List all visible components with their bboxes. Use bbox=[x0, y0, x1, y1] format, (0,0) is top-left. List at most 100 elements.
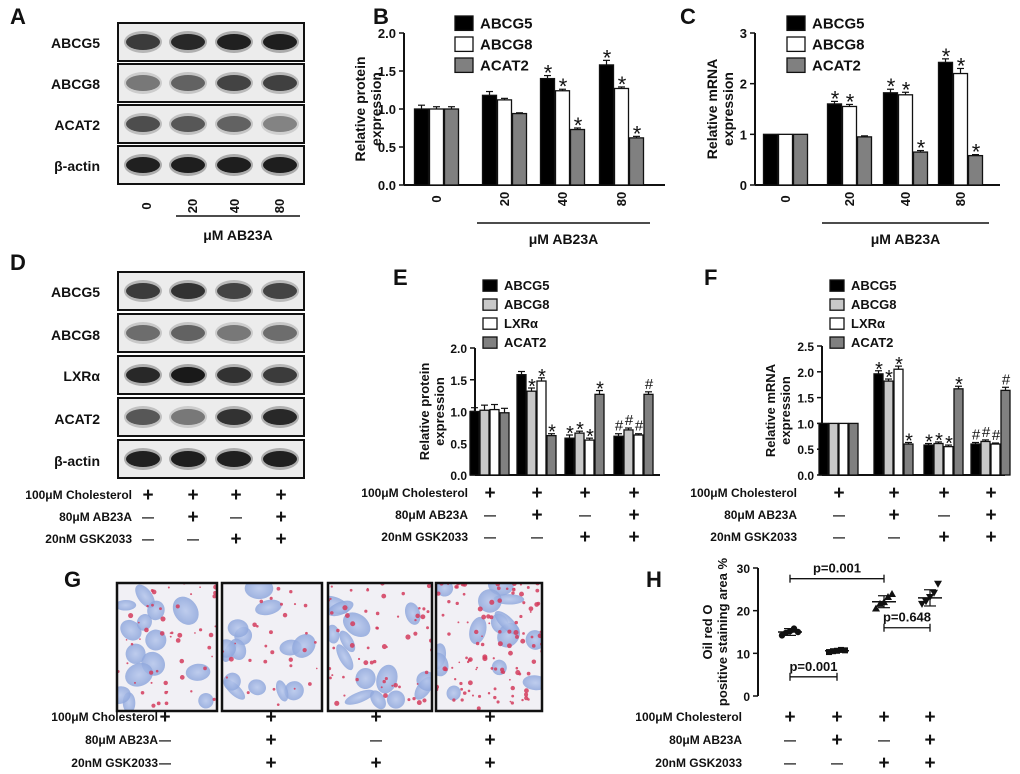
chart-c-bar-2-0 bbox=[792, 133, 809, 186]
blot-a-band-3-1 bbox=[171, 157, 205, 173]
chart-e-treat-mark-2-1: — bbox=[531, 530, 543, 544]
chart-e-sig-1-1: * bbox=[528, 376, 536, 398]
chart-e-legend-label-3: ACAT2 bbox=[504, 335, 546, 350]
micrograph-lipid-2-33 bbox=[331, 674, 334, 677]
micrograph-lipid-1-20 bbox=[225, 676, 229, 679]
blot-d-band-halo-1-2 bbox=[215, 322, 253, 344]
micrograph-lipid-1-23 bbox=[308, 682, 312, 686]
treat-d-mark-1-2: — bbox=[230, 510, 242, 524]
micrograph-lipid-2-23 bbox=[366, 646, 370, 650]
chart-e-treat-mark-2-0: — bbox=[484, 530, 496, 544]
micrograph-lipid-0-17 bbox=[203, 666, 207, 671]
chart-e-sig-2-2: * bbox=[586, 426, 594, 448]
chart-f-bar-1-1 bbox=[883, 380, 894, 476]
micrograph-lipid-3-10 bbox=[497, 598, 502, 603]
blot-d-band-3-3 bbox=[263, 409, 297, 425]
chart-b-sig-1-3: * bbox=[618, 72, 627, 97]
treat-d-mark-0-2: + bbox=[230, 485, 241, 506]
micrograph-lipid-2-19 bbox=[342, 675, 345, 679]
treat-g-mark-2-2: + bbox=[370, 753, 381, 774]
micrograph-lipid-2-6 bbox=[414, 618, 417, 622]
micrograph-nucleus-2-10 bbox=[370, 690, 386, 710]
chart-f-bar-0-3 bbox=[970, 443, 981, 476]
chart-b-bar-0-0 bbox=[413, 108, 430, 186]
treat-d-mark-0-1: + bbox=[187, 485, 198, 506]
chart-f-treat-mark-2-1: — bbox=[888, 530, 900, 544]
micrograph-lipid-2-8 bbox=[383, 693, 388, 698]
chart-f-ytick-label-1: 0.5 bbox=[797, 443, 814, 457]
chart-e-treat-mark-0-3: + bbox=[628, 483, 639, 504]
chart-c-sig-0-1: * bbox=[831, 86, 840, 111]
micrograph-lipid-2-10 bbox=[375, 611, 380, 616]
blot-d-band-2-1 bbox=[171, 367, 205, 383]
treat-d-mark-2-2: + bbox=[230, 529, 241, 550]
micrograph-lipid-0-11 bbox=[146, 604, 149, 608]
blot-a-lane-80: 80 bbox=[272, 199, 287, 213]
chart-e-sig-1-3: # bbox=[625, 412, 634, 429]
micrograph-lipid-1-16 bbox=[234, 642, 237, 645]
micrograph-lipid-3-32 bbox=[522, 601, 526, 605]
micrograph-lipid-3-22 bbox=[487, 691, 491, 695]
blot-d-label-abcg8: ABCG8 bbox=[51, 327, 100, 343]
micrograph-lipid-2-36 bbox=[381, 643, 388, 650]
chart-h-ytick-label-2: 20 bbox=[737, 605, 751, 619]
chart-b-bar-2-1 bbox=[511, 112, 528, 186]
chart-f-sig-2-1: * bbox=[895, 354, 903, 376]
micrograph-lipid-0-6 bbox=[133, 681, 136, 684]
micrograph-lipid-3-68 bbox=[507, 643, 512, 649]
chart-b-ylabel-line2: expression bbox=[368, 72, 384, 146]
chart-f-ytick-label-4: 2.0 bbox=[797, 366, 814, 380]
micrograph-nucleus-3-4 bbox=[446, 685, 461, 701]
treat-g-mark-2-1: + bbox=[265, 753, 276, 774]
chart-e-bar-1-0 bbox=[479, 409, 490, 476]
blot-d-band-halo-3-1 bbox=[169, 406, 207, 428]
chart-h-treat-mark-0-1: + bbox=[831, 707, 842, 728]
micrograph-lipid-1-7 bbox=[263, 659, 268, 664]
micrograph-lipid-3-96 bbox=[500, 667, 505, 672]
micrograph-lipid-3-7 bbox=[467, 680, 473, 686]
treat-d-row-label-1: 80μM AB23A bbox=[59, 510, 132, 524]
chart-e-bar-3-0 bbox=[499, 412, 510, 476]
micrograph-lipid-2-45 bbox=[422, 607, 426, 611]
chart-e-ytick-label-0: 0.0 bbox=[450, 469, 467, 483]
micrograph-lipid-2-16 bbox=[415, 613, 420, 619]
micrograph-lipid-3-93 bbox=[490, 666, 494, 670]
micrograph-lipid-2-48 bbox=[413, 631, 418, 636]
chart-f-sig-3-3: # bbox=[1002, 371, 1011, 388]
chart-f-legend-label-1: ABCG8 bbox=[851, 297, 897, 312]
chart-h-point-2-0 bbox=[872, 604, 880, 612]
micrograph-lipid-3-65 bbox=[459, 681, 463, 686]
blot-d-band-0-3 bbox=[263, 283, 297, 299]
chart-e-treat-mark-1-3: + bbox=[628, 505, 639, 526]
chart-b-ylabel-line1: Relative protein bbox=[352, 56, 368, 161]
chart-e-legend-swatch-2 bbox=[482, 317, 498, 330]
blot-a-band-3-3 bbox=[263, 157, 297, 173]
micrograph-lipid-2-13 bbox=[332, 646, 336, 650]
panel-letter-a: A bbox=[10, 4, 26, 29]
chart-b-xtick-label-0: 0 bbox=[429, 195, 444, 202]
chart-e-legend-swatch-1 bbox=[482, 298, 498, 311]
micrograph-lipid-3-46 bbox=[466, 621, 469, 624]
chart-f-legend-swatch-0 bbox=[829, 279, 845, 292]
micrograph-lipid-2-35 bbox=[416, 700, 422, 706]
micrograph-nucleus-1-7 bbox=[255, 599, 282, 616]
micrograph-lipid-3-70 bbox=[514, 634, 519, 639]
chart-c-xgroup-label: μM AB23A bbox=[871, 231, 941, 247]
micrograph-lipid-3-38 bbox=[454, 678, 457, 681]
micrograph-lipid-2-18 bbox=[426, 583, 432, 589]
micrograph-lipid-3-51 bbox=[460, 687, 464, 691]
blot-a-strips bbox=[117, 22, 305, 185]
micrograph-lipid-2-2 bbox=[401, 591, 405, 596]
micrograph-nucleus-3-7 bbox=[494, 610, 520, 635]
micrograph-lipid-3-94 bbox=[528, 606, 534, 612]
chart-c-xtick-label-3: 80 bbox=[953, 192, 968, 206]
micrograph-lipid-1-25 bbox=[259, 599, 264, 604]
chart-f-bar-1-0 bbox=[828, 422, 839, 476]
micrograph-lipid-2-15 bbox=[336, 628, 340, 633]
micrograph-lipid-2-7 bbox=[418, 606, 421, 610]
chart-f-bar-2-0 bbox=[838, 422, 849, 476]
blot-d-label-abcg5: ABCG5 bbox=[51, 284, 100, 300]
chart-c-legend-label-0: ABCG5 bbox=[812, 16, 865, 33]
chart-f-legend-swatch-1 bbox=[829, 298, 845, 311]
blot-a-band-1-1 bbox=[171, 75, 205, 91]
